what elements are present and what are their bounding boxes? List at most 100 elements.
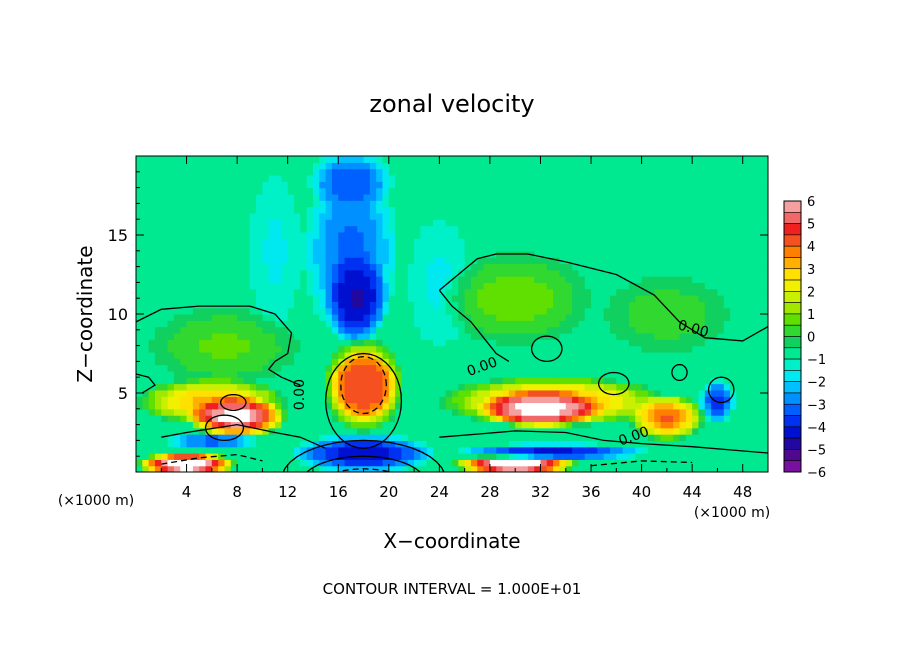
field-cell bbox=[584, 181, 592, 189]
field-cell bbox=[243, 446, 251, 454]
field-cell bbox=[256, 250, 263, 258]
field-cell bbox=[622, 345, 630, 353]
field-cell bbox=[483, 168, 491, 176]
field-cell bbox=[331, 332, 339, 340]
field-cell bbox=[445, 402, 453, 410]
field-cell bbox=[496, 465, 504, 472]
field-cell bbox=[666, 244, 674, 252]
field-cell bbox=[439, 162, 447, 170]
field-cell bbox=[312, 225, 320, 233]
field-cell bbox=[597, 193, 605, 201]
field-cell bbox=[148, 244, 156, 252]
field-cell bbox=[508, 332, 516, 340]
field-cell bbox=[679, 370, 687, 378]
field-cell bbox=[730, 219, 737, 227]
field-cell bbox=[331, 459, 339, 467]
field-cell bbox=[723, 162, 731, 170]
field-cell bbox=[312, 295, 320, 302]
field-cell bbox=[692, 339, 700, 347]
field-cell bbox=[382, 396, 390, 404]
field-cell bbox=[654, 288, 662, 296]
field-cell bbox=[723, 320, 731, 328]
field-cell bbox=[742, 383, 750, 391]
field-cell bbox=[426, 162, 434, 170]
field-cell bbox=[521, 320, 529, 328]
field-cell bbox=[641, 269, 649, 277]
field-cell bbox=[711, 200, 719, 208]
field-cell bbox=[452, 238, 459, 246]
field-cell bbox=[515, 162, 523, 170]
field-cell bbox=[173, 370, 181, 378]
field-cell bbox=[382, 314, 390, 321]
field-cell bbox=[205, 231, 213, 239]
field-cell bbox=[489, 421, 497, 429]
field-cell bbox=[281, 282, 289, 290]
field-cell bbox=[483, 231, 491, 239]
field-cell bbox=[666, 238, 674, 246]
field-cell bbox=[515, 446, 523, 454]
field-cell bbox=[426, 332, 434, 340]
field-cell bbox=[553, 168, 561, 176]
field-cell bbox=[717, 238, 725, 246]
field-cell bbox=[641, 187, 649, 195]
field-cell bbox=[654, 345, 662, 353]
field-cell bbox=[445, 238, 453, 246]
field-cell bbox=[515, 421, 523, 429]
field-cell bbox=[508, 351, 516, 359]
field-cell bbox=[300, 427, 308, 435]
field-cell bbox=[142, 212, 150, 220]
field-cell bbox=[388, 282, 396, 290]
field-cell bbox=[382, 326, 390, 334]
field-cell bbox=[761, 257, 768, 265]
field-cell bbox=[628, 421, 636, 429]
field-cell bbox=[256, 212, 263, 220]
field-cell bbox=[376, 465, 384, 472]
field-cell bbox=[521, 301, 529, 309]
field-cell bbox=[344, 408, 352, 416]
field-cell bbox=[376, 238, 384, 246]
field-cell bbox=[180, 446, 188, 454]
field-cell bbox=[363, 446, 371, 454]
field-cell bbox=[414, 212, 421, 220]
field-cell bbox=[433, 402, 440, 410]
field-cell bbox=[610, 219, 617, 227]
field-cell bbox=[489, 244, 497, 252]
field-cell bbox=[647, 370, 655, 378]
field-cell bbox=[401, 269, 409, 277]
field-cell bbox=[211, 257, 219, 265]
field-cell bbox=[186, 446, 194, 454]
field-cell bbox=[723, 421, 731, 429]
field-cell bbox=[641, 263, 649, 271]
field-cell bbox=[262, 269, 270, 277]
field-cell bbox=[470, 276, 478, 283]
field-cell bbox=[540, 339, 548, 347]
field-cell bbox=[755, 427, 763, 435]
field-cell bbox=[224, 370, 232, 378]
field-cell bbox=[262, 383, 270, 391]
field-cell bbox=[439, 231, 447, 239]
field-cell bbox=[755, 288, 763, 296]
field-cell bbox=[704, 408, 712, 416]
field-cell bbox=[161, 193, 169, 201]
field-cell bbox=[445, 314, 453, 321]
field-cell bbox=[420, 339, 428, 347]
field-cell bbox=[742, 364, 750, 372]
field-cell bbox=[755, 307, 763, 315]
field-cell bbox=[565, 225, 573, 233]
field-cell bbox=[628, 282, 636, 290]
field-cell bbox=[407, 326, 415, 334]
field-cell bbox=[679, 351, 687, 359]
field-cell bbox=[319, 389, 327, 397]
field-cell bbox=[312, 364, 320, 372]
field-cell bbox=[395, 332, 403, 340]
field-cell bbox=[154, 446, 162, 454]
field-cell bbox=[534, 307, 542, 315]
field-cell bbox=[420, 396, 428, 404]
field-cell bbox=[452, 326, 459, 334]
field-cell bbox=[591, 263, 598, 271]
field-cell bbox=[508, 206, 516, 214]
field-cell bbox=[458, 377, 466, 385]
field-cell bbox=[521, 453, 529, 460]
field-cell bbox=[186, 295, 194, 302]
